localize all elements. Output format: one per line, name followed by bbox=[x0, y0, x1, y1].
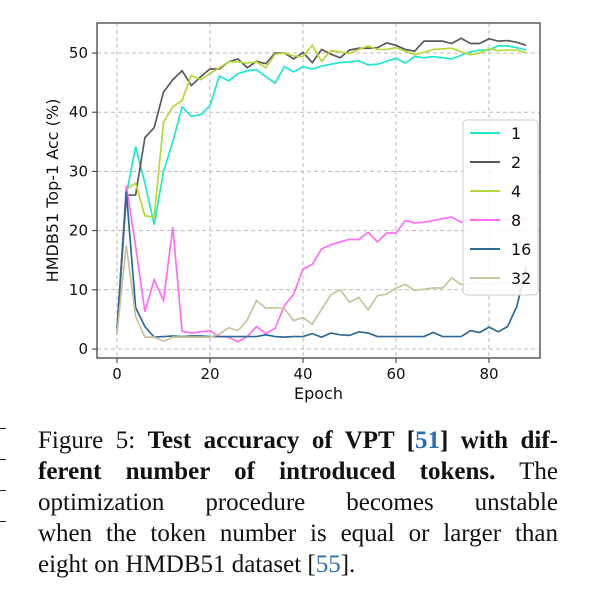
series-line-32 bbox=[116, 245, 527, 343]
series-line-4 bbox=[116, 43, 527, 335]
y-tick-label: 50 bbox=[69, 44, 88, 62]
figure-caption: Figure 5: Test accuracy of VPT [51] with… bbox=[38, 425, 558, 580]
caption-line: Figure 5: Test accuracy of VPT [51] with… bbox=[38, 425, 558, 456]
y-axis-label: HMDB51 Top-1 Acc (%) bbox=[43, 99, 62, 283]
caption-text: The bbox=[495, 458, 558, 485]
caption-text: when the token number is equal or larger… bbox=[38, 520, 558, 547]
legend-label-32: 32 bbox=[511, 269, 531, 288]
caption-line: optimization procedure becomes unstable bbox=[38, 487, 558, 518]
legend-label-1: 1 bbox=[511, 124, 521, 143]
x-axis-label: Epoch bbox=[294, 384, 343, 403]
x-tick-label: 60 bbox=[386, 365, 405, 383]
series-line-1 bbox=[116, 45, 527, 332]
x-tick-label: 80 bbox=[479, 365, 498, 383]
x-tick-label: 0 bbox=[112, 365, 122, 383]
citation-link[interactable]: 55 bbox=[315, 551, 341, 578]
margin-marks bbox=[0, 428, 14, 552]
legend-label-16: 16 bbox=[511, 240, 531, 259]
caption-text: ]. bbox=[340, 551, 356, 578]
legend-box bbox=[462, 119, 539, 296]
legend-label-2: 2 bbox=[511, 153, 521, 172]
caption-text: ] with dif- bbox=[440, 427, 558, 454]
y-tick-label: 0 bbox=[78, 340, 88, 358]
caption-line: eight on HMDB51 dataset [55]. bbox=[38, 549, 558, 580]
citation-link[interactable]: 51 bbox=[415, 427, 441, 454]
caption-line: when the token number is equal or larger… bbox=[38, 518, 558, 549]
y-tick-label: 30 bbox=[69, 162, 88, 180]
caption-text: Figure 5: bbox=[38, 427, 148, 454]
caption-text: ferent number of introduced tokens. bbox=[38, 458, 496, 485]
x-tick-label: 20 bbox=[200, 365, 219, 383]
plot-frame bbox=[96, 22, 541, 359]
series-line-2 bbox=[116, 37, 527, 335]
y-tick-label: 10 bbox=[69, 281, 88, 299]
series-line-8 bbox=[116, 185, 527, 343]
caption-text: eight on HMDB51 dataset [ bbox=[38, 551, 316, 578]
legend-label-4: 4 bbox=[511, 182, 521, 201]
line-chart: 0 20 40 60 80 0 10 20 30 40 50 Epoch HMDB51 Top-1 Ac… bbox=[43, 22, 541, 403]
x-tick-label: 40 bbox=[293, 365, 312, 383]
caption-line: ferent number of introduced tokens. The bbox=[38, 456, 558, 487]
legend-label-8: 8 bbox=[511, 211, 521, 230]
y-tick-label: 20 bbox=[69, 222, 88, 240]
y-tick-label: 40 bbox=[69, 103, 88, 121]
caption-text: optimization procedure becomes unstable bbox=[38, 489, 558, 516]
caption-text: Test accuracy of VPT [ bbox=[147, 427, 416, 454]
